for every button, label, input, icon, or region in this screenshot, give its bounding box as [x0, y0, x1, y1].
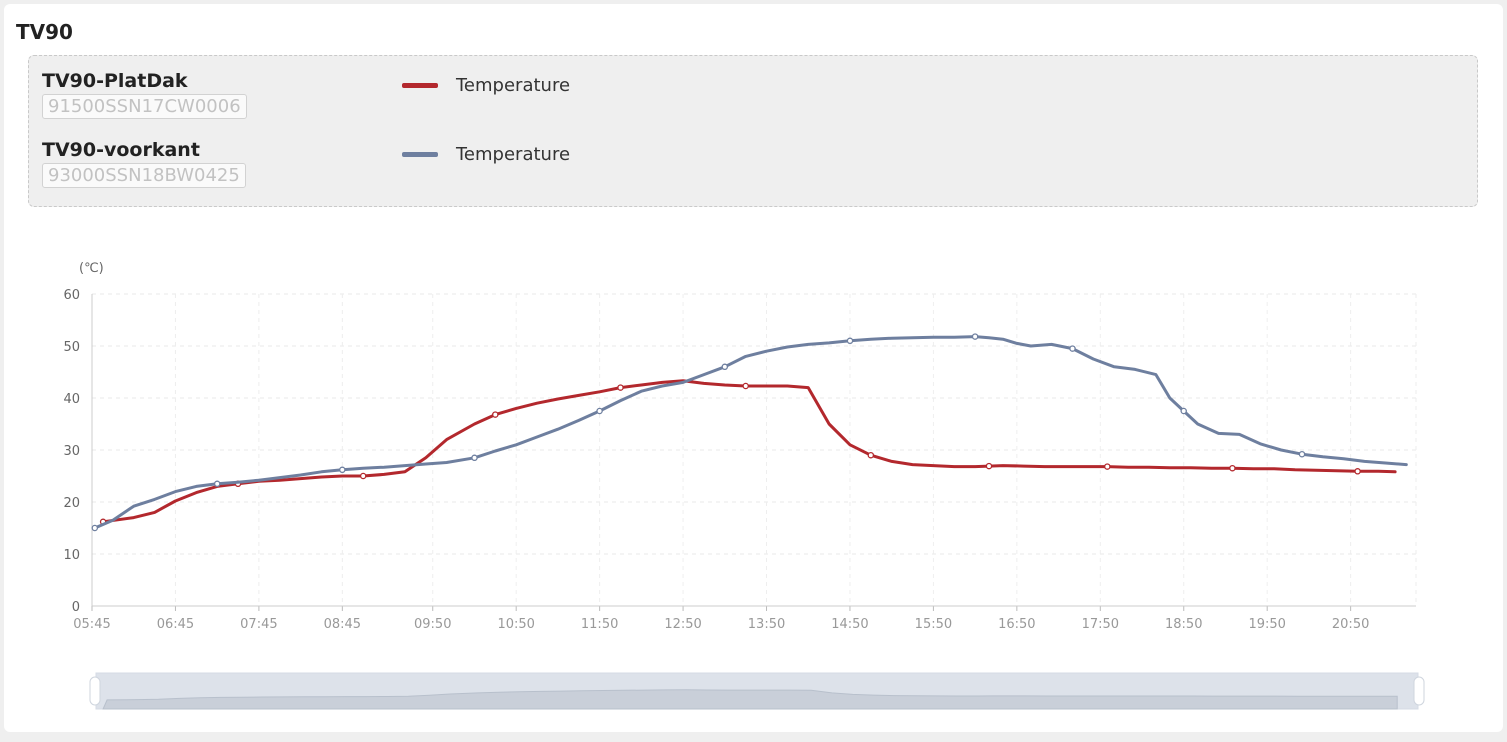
x-tick-label: 08:45 [324, 617, 361, 632]
x-tick-label: 07:45 [240, 617, 277, 632]
legend-label: Temperature [456, 74, 571, 96]
data-point [596, 407, 603, 415]
x-tick-label: 13:50 [748, 617, 785, 632]
card-title: TV90 [16, 20, 73, 44]
x-tick-label: 11:50 [581, 617, 618, 632]
y-tick-label: 30 [63, 444, 80, 459]
data-point [971, 333, 979, 340]
data-point [1298, 450, 1306, 458]
data-point [1069, 345, 1076, 352]
x-tick-label: 10:50 [497, 617, 534, 632]
y-axis-label: (℃) [79, 261, 104, 276]
legend-item-voorkant[interactable]: Temperature [402, 143, 571, 165]
device-serial: 93000SSN18BW0425 [42, 163, 246, 188]
x-tick-label: 05:45 [73, 617, 110, 632]
y-tick-label: 50 [63, 340, 80, 355]
data-point [867, 451, 875, 459]
data-point [339, 466, 346, 474]
x-tick-label: 14:50 [831, 617, 868, 632]
data-point [1104, 463, 1111, 470]
series-line-platdak [101, 379, 1397, 524]
device-name: TV90-PlatDak [42, 70, 188, 92]
y-tick-label: 10 [63, 548, 80, 563]
device-serial: 91500SSN17CW0006 [42, 94, 247, 119]
chart-card: TV90 TV90-PlatDak 91500SSN17CW0006 Tempe… [4, 4, 1503, 732]
y-tick-label: 20 [63, 496, 80, 511]
legend-swatch [402, 82, 438, 88]
x-tick-label: 18:50 [1165, 617, 1202, 632]
x-tick-label: 09:50 [414, 617, 451, 632]
data-point [721, 363, 729, 371]
data-point [617, 384, 624, 391]
x-tick-label: 12:50 [664, 617, 701, 632]
data-point [1229, 464, 1236, 472]
data-point [1180, 407, 1187, 415]
data-point [359, 472, 367, 480]
x-tick-label: 19:50 [1248, 617, 1285, 632]
device-name: TV90-voorkant [42, 139, 200, 161]
y-tick-label: 0 [72, 600, 80, 615]
device-platdak: TV90-PlatDak 91500SSN17CW0006 [42, 70, 247, 119]
zoom-handle-right[interactable] [1413, 676, 1425, 706]
legend-label: Temperature [456, 143, 571, 165]
legend-panel: TV90-PlatDak 91500SSN17CW0006 Temperatur… [28, 55, 1478, 207]
x-tick-label: 16:50 [998, 617, 1035, 632]
data-point [471, 454, 478, 462]
y-tick-label: 40 [63, 392, 80, 407]
data-point [213, 480, 221, 488]
x-tick-label: 06:45 [157, 617, 194, 632]
data-point [91, 524, 99, 532]
data-point [492, 411, 499, 418]
series-line-voorkant [93, 335, 1408, 530]
x-tick-label: 15:50 [915, 617, 952, 632]
data-point [1354, 468, 1361, 475]
device-voorkant: TV90-voorkant 93000SSN18BW0425 [42, 139, 246, 188]
data-point [985, 462, 993, 470]
zoom-handle-left[interactable] [89, 676, 101, 706]
y-tick-label: 60 [63, 288, 80, 303]
data-point [846, 337, 854, 345]
legend-swatch [402, 151, 438, 157]
data-point [742, 382, 749, 390]
x-tick-label: 20:50 [1332, 617, 1369, 632]
legend-item-platdak[interactable]: Temperature [402, 74, 571, 96]
x-tick-label: 17:50 [1082, 617, 1119, 632]
zoom-slider-preview [102, 689, 1398, 710]
